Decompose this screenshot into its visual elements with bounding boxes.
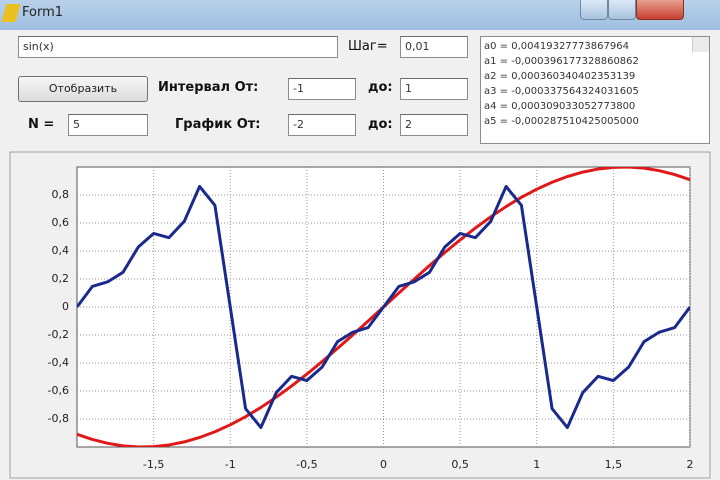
x-tick-label: -0,5 [296, 458, 317, 471]
n-label: N = [28, 117, 55, 132]
interval-label: Интервал От: [158, 80, 259, 95]
coefficient-list[interactable]: a0 = 0,00419327773867964 a1 = -0,00039617… [480, 36, 710, 144]
close-button[interactable] [636, 0, 684, 20]
y-tick-label: 0,6 [52, 216, 70, 229]
x-tick-label: -1,5 [143, 458, 164, 471]
y-tick-label: 0,4 [52, 244, 70, 257]
y-tick-label: -0,4 [48, 356, 69, 369]
n-input[interactable]: 5 [68, 114, 148, 136]
graph-to-label: до: [368, 117, 393, 132]
interval-from-input[interactable]: -1 [288, 78, 356, 100]
graph-from-input[interactable]: -2 [288, 114, 356, 136]
curve [77, 184, 690, 430]
interval-to-input[interactable]: 1 [400, 78, 468, 100]
y-tick-label: 0 [62, 300, 69, 313]
coefficient-item[interactable]: a0 = 0,00419327773867964 [484, 41, 629, 52]
coefficient-item[interactable]: a2 = 0,000360340402353139 [484, 71, 636, 82]
maximize-button[interactable] [608, 0, 636, 20]
step-label: Шаг= [348, 39, 388, 54]
graph-label: График От: [175, 117, 261, 132]
display-button[interactable]: Отобразить [18, 76, 148, 102]
step-input[interactable]: 0,01 [400, 36, 468, 58]
interval-to-label: до: [368, 80, 393, 95]
scrollbar[interactable] [692, 37, 709, 52]
minimize-button[interactable] [580, 0, 608, 20]
y-tick-label: 0,2 [52, 272, 70, 285]
x-tick-label: -1 [225, 458, 236, 471]
graph-to-input[interactable]: 2 [400, 114, 468, 136]
y-tick-label: -0,2 [48, 328, 69, 341]
coefficient-item[interactable]: a4 = 0,000309033052773800 [484, 101, 636, 112]
y-tick-label: -0,6 [48, 384, 69, 397]
x-tick-label: 1 [533, 458, 540, 471]
coefficient-item[interactable]: a1 = -0,000396177328860862 [484, 56, 639, 67]
window-title: Form1 [22, 5, 64, 20]
coefficient-item[interactable]: a5 = -0,000287510425005000 [484, 116, 639, 127]
x-tick-label: 0 [380, 458, 387, 471]
coefficient-item[interactable]: a3 = -0,000337564324031605 [484, 86, 639, 97]
chart: -0,8 -0,6 -0,4 -0,2 0 0,2 0,4 0,6 0,8 -1,5 -1 -0,5 0… [9, 151, 711, 479]
y-tick-label: -0,8 [48, 412, 69, 425]
y-tick-label: 0,8 [52, 188, 70, 201]
x-tick-label: 2 [687, 458, 694, 471]
x-tick-label: 0,5 [451, 458, 469, 471]
function-input[interactable]: sin(x) [18, 36, 338, 58]
x-tick-label: 1,5 [605, 458, 623, 471]
